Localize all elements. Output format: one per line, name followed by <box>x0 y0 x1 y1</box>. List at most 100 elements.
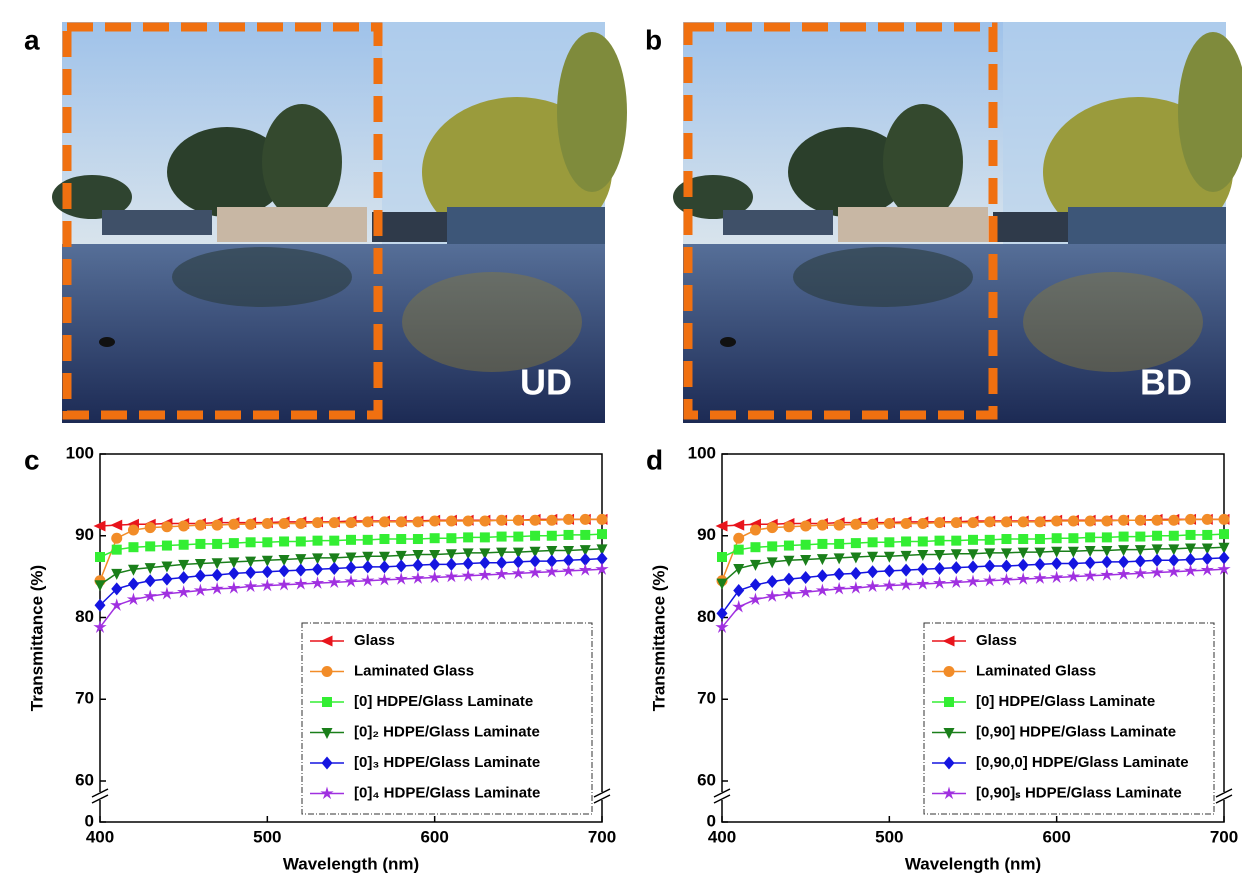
legend-marker <box>321 756 333 770</box>
marker <box>733 532 745 544</box>
marker <box>344 574 358 588</box>
marker <box>328 517 340 529</box>
marker <box>178 520 190 532</box>
marker <box>395 516 407 528</box>
panel-label: c <box>24 444 40 475</box>
marker <box>228 518 240 530</box>
marker <box>161 521 173 533</box>
marker <box>563 513 575 525</box>
marker <box>429 550 441 562</box>
marker <box>261 555 273 567</box>
marker <box>1051 546 1063 558</box>
marker <box>1150 565 1164 579</box>
marker <box>967 549 979 561</box>
marker <box>111 568 123 580</box>
marker <box>580 529 591 540</box>
marker <box>815 583 830 597</box>
marker <box>93 520 106 532</box>
marker <box>228 557 240 569</box>
x-tick-label: 400 <box>86 827 114 846</box>
marker <box>1084 515 1096 527</box>
chart: d 0 60 70 80 90 100 400 500 600 700 Wavelength (nm)… <box>646 443 1238 873</box>
marker <box>767 541 778 552</box>
marker <box>783 521 795 533</box>
marker <box>111 544 122 555</box>
marker <box>127 564 139 576</box>
marker <box>578 563 592 576</box>
marker <box>899 577 913 591</box>
marker <box>949 575 963 589</box>
marker <box>262 537 273 548</box>
marker <box>496 514 508 526</box>
marker <box>1118 531 1129 542</box>
marker <box>277 577 291 591</box>
x-tick-label: 400 <box>708 827 736 846</box>
legend-label: [0,90,0] HDPE/Glass Laminate <box>976 754 1189 771</box>
marker <box>228 566 240 580</box>
marker <box>783 540 794 551</box>
legend-marker <box>942 635 955 647</box>
marker <box>900 563 912 577</box>
marker <box>850 566 862 580</box>
marker <box>579 545 591 557</box>
marker <box>950 517 962 529</box>
marker <box>1201 513 1213 525</box>
marker <box>1084 556 1096 570</box>
marker <box>195 538 206 549</box>
marker <box>1018 534 1029 545</box>
marker <box>1151 514 1163 526</box>
marker <box>161 561 173 573</box>
marker <box>917 517 929 529</box>
marker <box>1134 545 1146 557</box>
marker <box>1016 572 1030 585</box>
marker <box>934 561 946 575</box>
y-tick-label: 0 <box>85 811 94 830</box>
marker <box>1050 570 1064 584</box>
marker <box>445 515 457 527</box>
marker <box>1185 513 1197 525</box>
marker <box>1201 543 1213 555</box>
y-tick-label: 80 <box>697 607 716 626</box>
marker <box>1116 567 1131 580</box>
axis-break <box>91 788 109 804</box>
marker <box>1017 547 1029 559</box>
marker <box>967 517 979 529</box>
marker <box>934 550 946 562</box>
marker <box>1201 552 1213 566</box>
marker <box>546 530 557 541</box>
marker <box>800 554 812 566</box>
marker <box>596 544 608 556</box>
legend-box <box>301 622 593 815</box>
marker <box>295 517 307 529</box>
marker <box>950 561 962 575</box>
marker <box>496 556 508 570</box>
marker <box>345 552 357 564</box>
marker <box>1101 555 1113 569</box>
marker <box>1068 533 1079 544</box>
marker <box>1202 529 1213 540</box>
marker <box>1168 514 1180 526</box>
legend-marker <box>320 635 333 647</box>
marker <box>1135 531 1146 542</box>
marker <box>111 582 123 596</box>
marker <box>377 572 392 586</box>
marker <box>1000 516 1012 528</box>
marker <box>127 524 139 536</box>
y-tick-label: 100 <box>66 443 94 462</box>
marker <box>444 569 459 583</box>
marker <box>749 578 761 592</box>
marker <box>1118 555 1130 569</box>
marker <box>800 520 812 532</box>
marker <box>1152 530 1163 541</box>
marker <box>429 557 441 571</box>
marker <box>1066 569 1081 583</box>
y-tick-label: 60 <box>75 770 94 789</box>
marker <box>512 514 524 526</box>
marker <box>1000 548 1012 560</box>
marker <box>715 620 729 633</box>
marker <box>834 538 845 549</box>
marker <box>345 517 357 529</box>
legend-label: Glass <box>354 632 395 649</box>
marker <box>1034 557 1046 571</box>
marker <box>883 551 895 563</box>
